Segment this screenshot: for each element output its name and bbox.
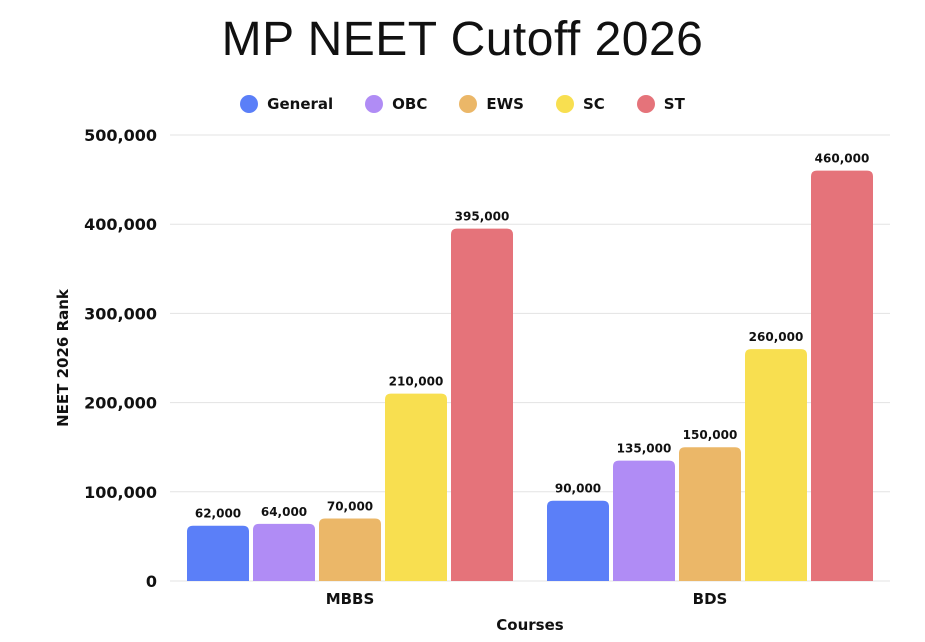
legend-label-general: General [267,95,334,113]
data-label-mbbs-obc: 64,000 [261,505,307,519]
legend-swatch-ews [459,95,478,113]
y-tick-label: 200,000 [84,394,157,413]
legend-label-sc: SC [582,95,605,113]
y-tick-label: 300,000 [84,304,157,323]
legend-item-sc: SC [555,95,605,113]
y-tick-label: 500,000 [84,126,157,145]
y-tick-label: 0 [146,572,157,591]
legend-item-st: ST [636,95,685,113]
y-axis-title: NEET 2026 Rank [54,288,72,427]
data-label-mbbs-ews: 70,000 [327,500,373,514]
x-tick-label-bds: BDS [693,590,728,608]
bar-bds-st [811,170,873,581]
legend-item-general: General [240,95,333,113]
legend-label-obc: OBC [392,95,428,113]
data-label-bds-obc: 135,000 [617,442,672,456]
data-label-bds-st: 460,000 [815,152,870,166]
bar-mbbs-obc [253,523,315,581]
data-label-mbbs-general: 62,000 [195,507,241,521]
data-label-bds-general: 90,000 [555,482,601,496]
bar-mbbs-ews [319,518,381,581]
chart-title: MP NEET Cutoff 2026 [221,13,704,66]
legend-label-st: ST [663,95,685,113]
x-axis-title: Courses [496,616,563,634]
bar-bds-general [547,500,609,581]
legend-item-ews: EWS [459,95,524,113]
x-axis-categories: MBBS BDS [326,590,728,608]
chart-legend: General OBC EWS SC ST [0,92,925,116]
data-label-mbbs-st: 395,000 [455,210,510,224]
x-tick-label-mbbs: MBBS [326,590,375,608]
y-tick-label: 100,000 [84,483,157,502]
legend-label-ews: EWS [486,95,524,113]
legend-swatch-st [636,95,655,113]
legend-swatch-sc [555,95,574,113]
bar-bds-sc [745,349,807,581]
data-label-bds-sc: 260,000 [749,330,804,344]
bar-bds-obc [613,460,675,581]
bar-mbbs-general [187,525,249,581]
bar-mbbs-sc [385,393,447,581]
legend-swatch-general [240,95,259,113]
bar-bds-ews [679,447,741,581]
bars [187,170,873,581]
legend-swatch-obc [365,95,384,113]
y-axis-ticks: 0 100,000 200,000 300,000 400,000 500,000 [84,126,157,591]
legend-item-obc: OBC [365,95,427,113]
data-labels: 62,000 64,000 70,000 210,000 395,000 90,000 13… [195,152,869,521]
data-label-mbbs-sc: 210,000 [389,375,444,389]
data-label-bds-ews: 150,000 [683,428,738,442]
y-tick-label: 400,000 [84,215,157,234]
bar-mbbs-st [451,228,513,581]
